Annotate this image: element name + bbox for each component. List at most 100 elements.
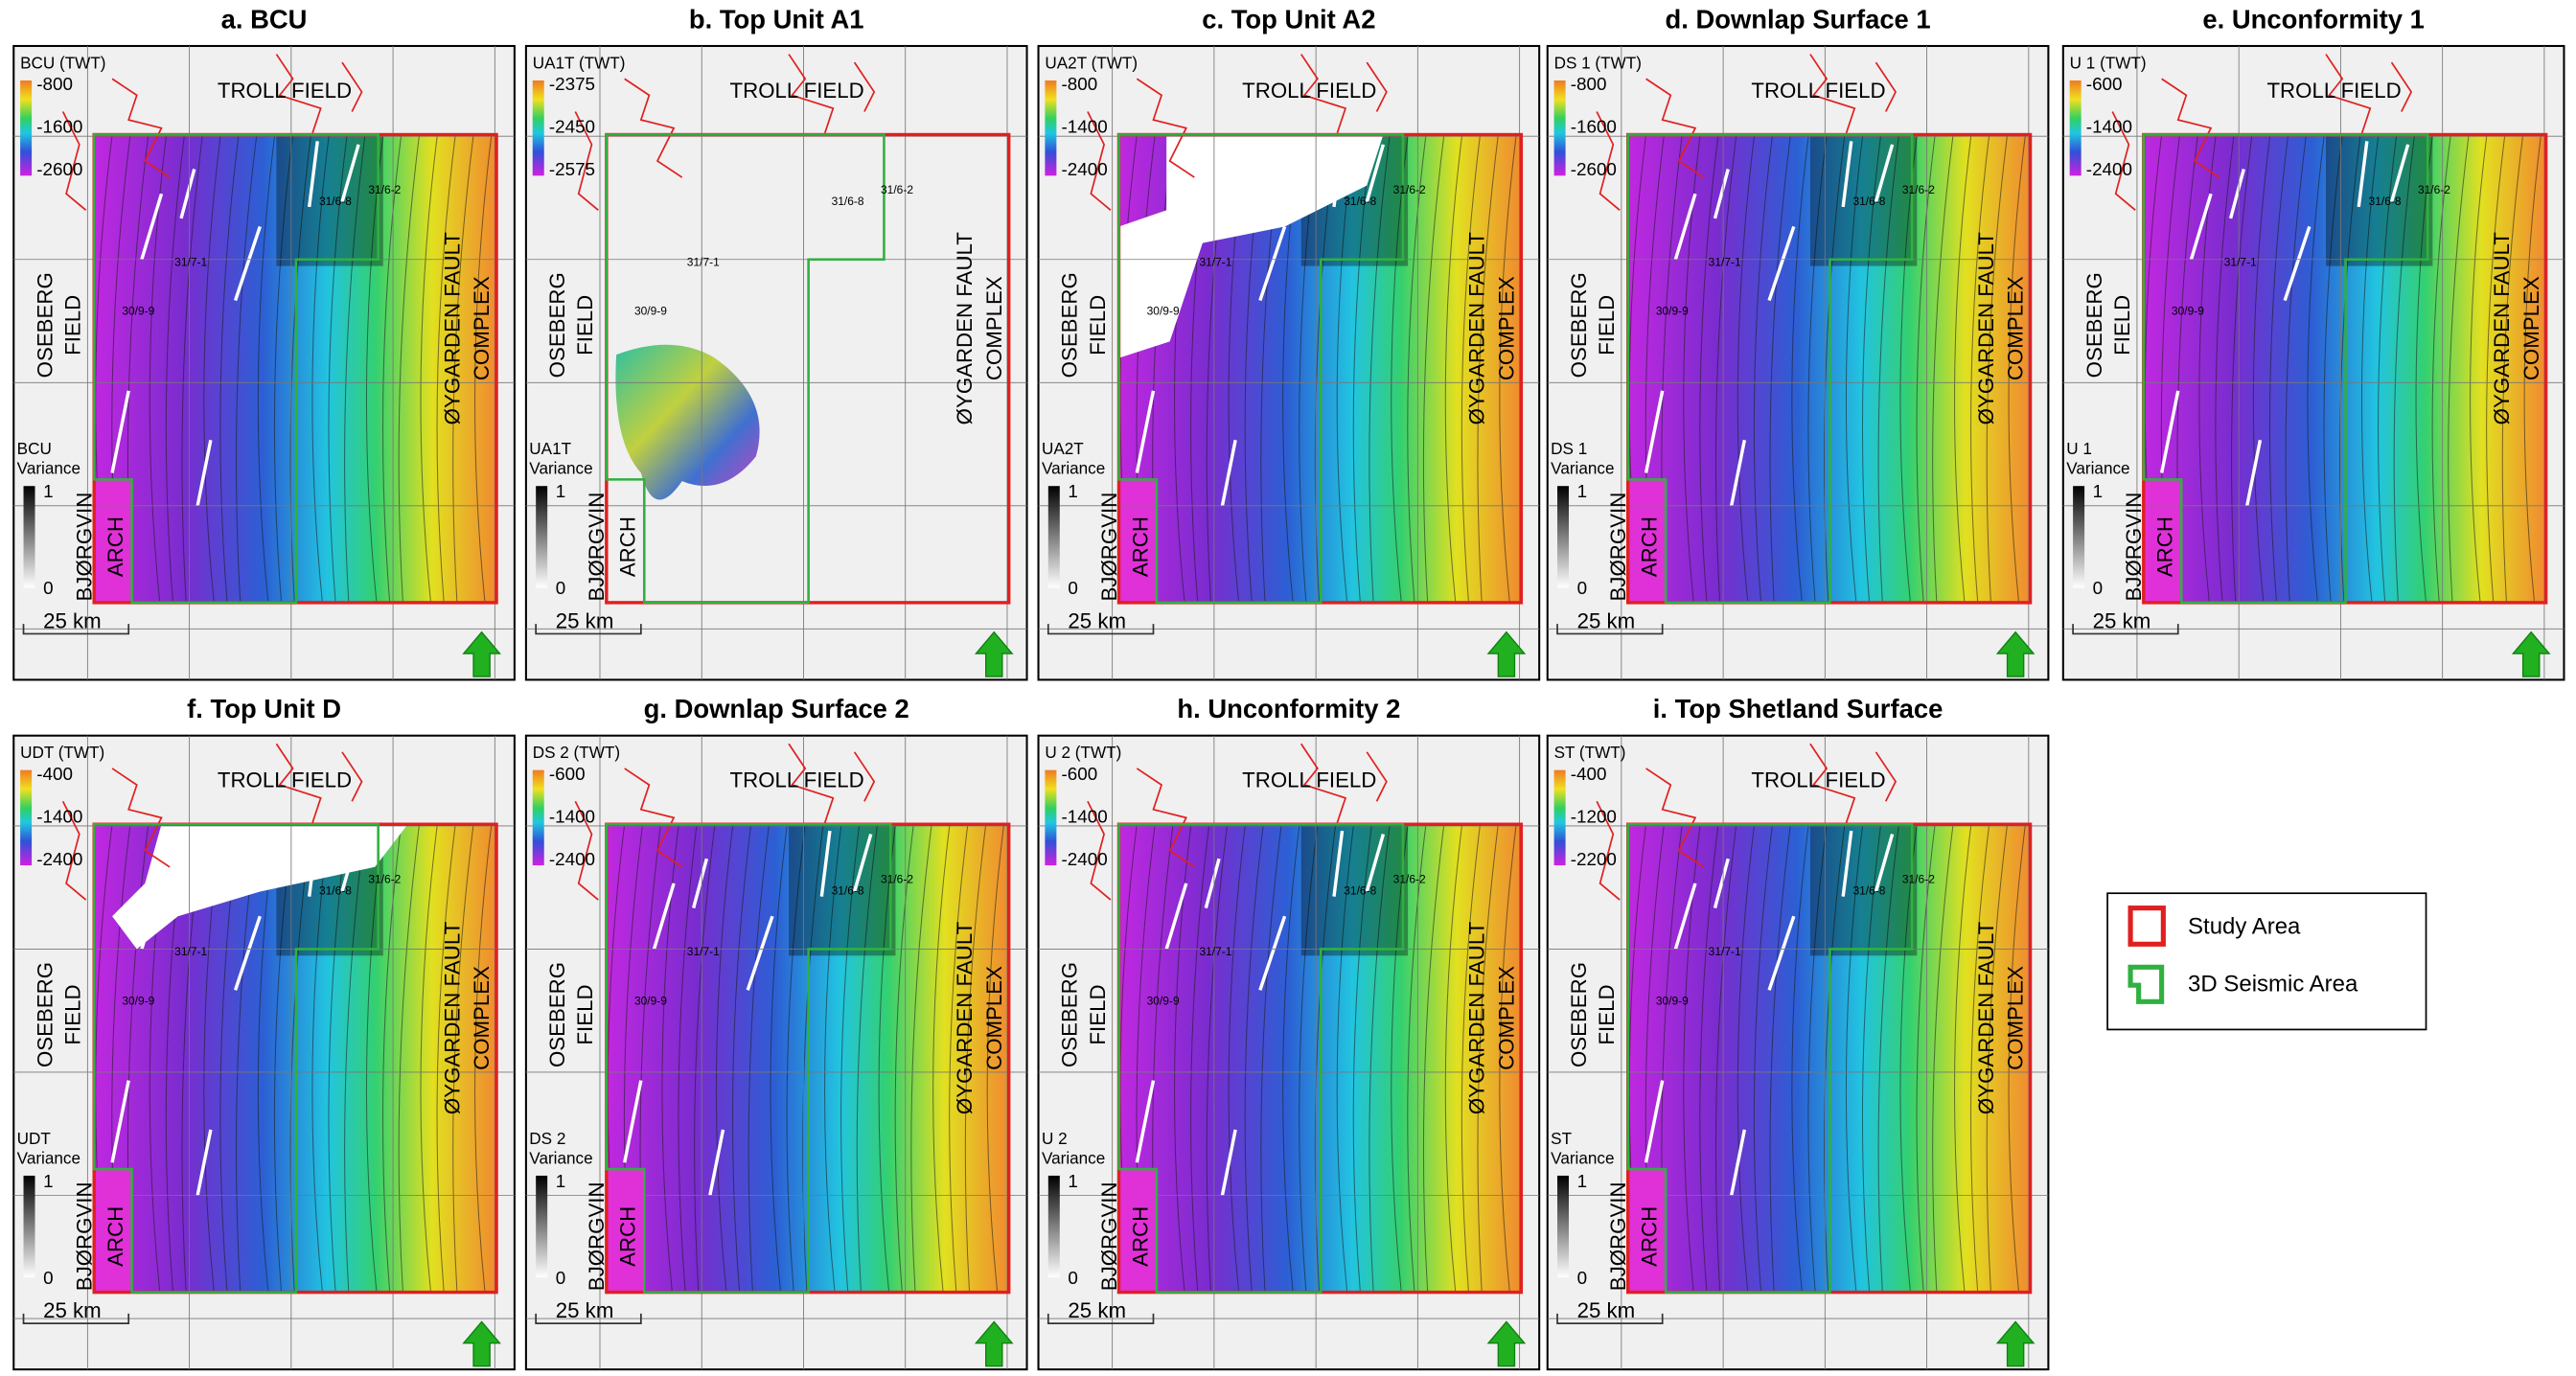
twt-tick-label: -2400 <box>549 849 595 869</box>
troll-field-label: TROLL FIELD <box>730 79 864 103</box>
twt-tick-label: -2600 <box>36 159 82 179</box>
twt-tick-label: -1400 <box>36 806 82 826</box>
variance-color-bar <box>1557 486 1569 587</box>
oygarden-label: COMPLEX <box>2004 966 2028 1070</box>
well-label: 31/6-8 <box>2369 195 2402 208</box>
oseberg-field-label: OSEBERG <box>545 272 569 378</box>
scale-bar-label: 25 km <box>43 1298 102 1322</box>
map-panel: 31/7-130/9-931/6-831/6-2TROLL FIELDOSEBE… <box>1548 46 2049 679</box>
bjorgvin-label: BJØRGVIN <box>585 1181 609 1291</box>
twt-color-bar <box>1554 80 1566 175</box>
well-label: 31/6-2 <box>1393 183 1426 196</box>
twt-tick-label: -400 <box>36 764 73 784</box>
bjorgvin-label: BJØRGVIN <box>585 493 609 602</box>
bjorgvin-label: BJØRGVIN <box>1097 1181 1121 1291</box>
troll-field-label: TROLL FIELD <box>218 79 352 103</box>
variance-legend-title: Variance <box>1042 459 1105 478</box>
map-panel: 31/7-130/9-931/6-831/6-2TROLL FIELDOSEBE… <box>2063 46 2564 679</box>
well-label: 30/9-9 <box>122 994 154 1007</box>
oygarden-label: COMPLEX <box>470 966 494 1070</box>
bjorgvin-label: BJØRGVIN <box>73 493 97 602</box>
panel-title: c. Top Unit A2 <box>1202 5 1375 34</box>
oygarden-label: ØYGARDEN FAULT <box>1465 921 1489 1114</box>
variance-tick-label: 1 <box>2093 481 2103 501</box>
variance-tick-label: 0 <box>556 578 565 598</box>
twt-tick-label: -800 <box>36 74 73 94</box>
variance-tick-label: 1 <box>556 1171 565 1191</box>
variance-legend-title: Variance <box>529 1148 592 1167</box>
variance-legend-title: DS 1 <box>1551 439 1587 458</box>
map-panel: 31/7-130/9-931/6-831/6-2TROLL FIELDOSEBE… <box>1039 46 1540 679</box>
variance-tick-label: 1 <box>43 1171 53 1191</box>
oseberg-field-label: OSEBERG <box>1058 272 1082 378</box>
twt-tick-label: -1600 <box>1571 117 1617 137</box>
variance-tick-label: 0 <box>43 578 53 598</box>
twt-legend-title: DS 2 (TWT) <box>533 743 620 762</box>
twt-tick-label: -2400 <box>1062 159 1108 179</box>
variance-legend-title: U 1 <box>2066 439 2092 458</box>
oygarden-label: ØYGARDEN FAULT <box>2490 232 2514 425</box>
oygarden-label: ØYGARDEN FAULT <box>953 232 977 425</box>
variance-legend-title: Variance <box>17 459 80 478</box>
twt-tick-label: -600 <box>2086 74 2123 94</box>
twt-legend-title: BCU (TWT) <box>20 53 105 72</box>
oseberg-field-label: OSEBERG <box>1058 962 1082 1067</box>
well-label: 31/6-8 <box>832 884 864 898</box>
variance-tick-label: 0 <box>1577 1268 1587 1288</box>
variance-color-bar <box>536 1176 547 1277</box>
oseberg-field-label: OSEBERG <box>1567 962 1591 1067</box>
variance-color-bar <box>24 486 35 587</box>
oseberg-field-label: OSEBERG <box>545 962 569 1067</box>
variance-color-bar <box>1048 1176 1060 1277</box>
bjorgvin-label: ARCH <box>2153 516 2177 577</box>
oseberg-field-label: OSEBERG <box>1567 272 1591 378</box>
troll-field-label: TROLL FIELD <box>1751 79 1885 103</box>
troll-field-label: TROLL FIELD <box>1242 768 1376 792</box>
bjorgvin-label: ARCH <box>616 1206 640 1267</box>
well-label: 30/9-9 <box>634 305 667 318</box>
bjorgvin-label: ARCH <box>1638 516 1662 577</box>
twt-tick-label: -2200 <box>1571 849 1617 869</box>
twt-tick-label: -2400 <box>2086 159 2132 179</box>
variance-tick-label: 0 <box>43 1268 53 1288</box>
well-label: 31/6-2 <box>881 873 913 886</box>
oseberg-field-label: OSEBERG <box>33 962 57 1067</box>
variance-legend-title: DS 2 <box>529 1129 565 1148</box>
well-label: 31/7-1 <box>1199 945 1231 958</box>
twt-legend-title: UDT (TWT) <box>20 743 104 762</box>
panel-title: h. Unconformity 2 <box>1177 694 1400 723</box>
well-label: 30/9-9 <box>1147 994 1180 1007</box>
variance-tick-label: 1 <box>1577 1171 1587 1191</box>
scale-bar-label: 25 km <box>556 608 614 632</box>
variance-tick-label: 1 <box>1068 481 1077 501</box>
variance-tick-label: 0 <box>556 1268 565 1288</box>
twt-tick-label: -2575 <box>549 159 595 179</box>
variance-legend-title: Variance <box>17 1148 80 1167</box>
well-label: 31/6-8 <box>1852 195 1885 208</box>
variance-tick-label: 0 <box>1577 578 1587 598</box>
panel-title: f. Top Unit D <box>187 694 341 723</box>
scale-bar-label: 25 km <box>1577 1298 1636 1322</box>
twt-tick-label: -800 <box>1062 74 1098 94</box>
variance-tick-label: 1 <box>1068 1171 1077 1191</box>
oygarden-label: COMPLEX <box>470 276 494 380</box>
variance-legend-title: Variance <box>529 459 592 478</box>
variance-tick-label: 1 <box>556 481 565 501</box>
twt-tick-label: -600 <box>549 764 586 784</box>
twt-legend-title: UA1T (TWT) <box>533 53 626 72</box>
variance-color-bar <box>536 486 547 587</box>
variance-color-bar <box>24 1176 35 1277</box>
well-label: 31/6-8 <box>319 195 352 208</box>
figure: a. BCU31/7-130/9-931/6-831/6-2TROLL FIEL… <box>0 0 2576 1376</box>
oygarden-label: ØYGARDEN FAULT <box>1974 232 1998 425</box>
bjorgvin-label: ARCH <box>104 516 127 577</box>
well-label: 31/6-8 <box>1344 884 1376 898</box>
scale-bar-label: 25 km <box>2093 608 2151 632</box>
well-label: 31/6-2 <box>1902 183 1935 196</box>
variance-color-bar <box>2073 486 2084 587</box>
bjorgvin-label: ARCH <box>1128 1206 1152 1267</box>
well-label: 31/6-8 <box>1344 195 1376 208</box>
well-label: 30/9-9 <box>634 994 667 1007</box>
oygarden-label: COMPLEX <box>2519 276 2543 380</box>
